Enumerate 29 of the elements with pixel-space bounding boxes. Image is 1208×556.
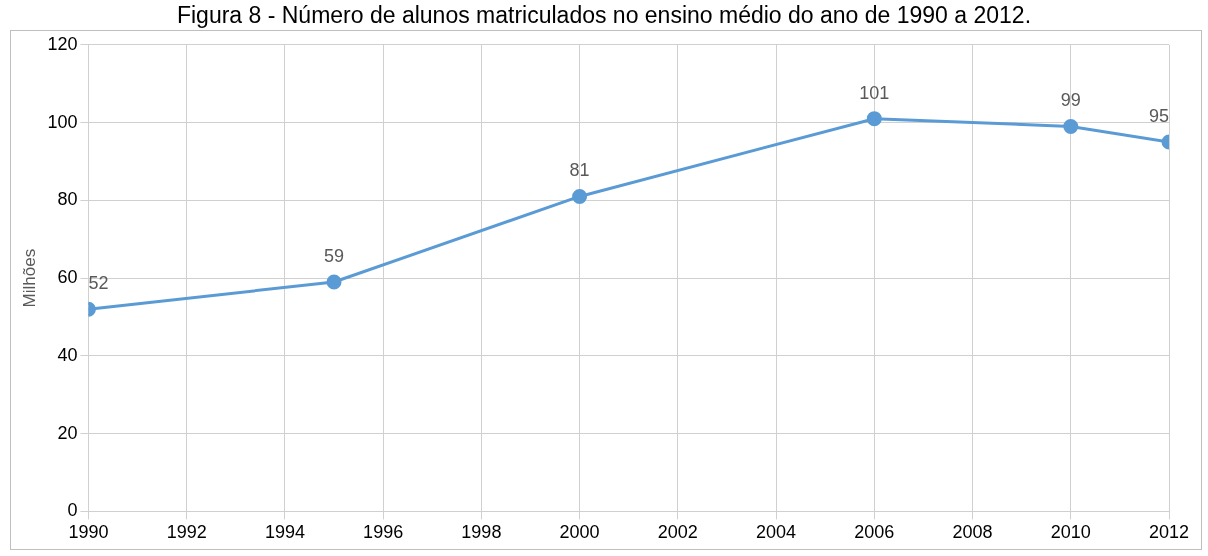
x-tick-label: 2006 [854, 522, 895, 543]
x-tick-label: 2010 [1050, 522, 1091, 543]
data-label: 101 [859, 82, 890, 103]
x-tick-label: 2000 [559, 522, 600, 543]
point [866, 111, 882, 127]
x-tick-label: 2012 [1148, 522, 1190, 543]
x-tick-label: 1998 [461, 522, 502, 543]
y-tick-label: 120 [47, 33, 78, 54]
y-axis-title: Milhões [19, 248, 39, 308]
point [572, 188, 588, 204]
x-tick-label: 2004 [756, 522, 797, 543]
data-label: 99 [1060, 90, 1081, 111]
x-tick-label: 1996 [363, 522, 404, 543]
chart-title: Figura 8 - Número de alunos matriculados no ensino médio do ano de 1990 a 2012. [175, 1, 1033, 30]
x-tick-label: 2008 [952, 522, 993, 543]
y-tick-label: 0 [67, 500, 78, 521]
data-label: 81 [569, 160, 590, 181]
x-tick-label: 1994 [264, 522, 305, 543]
y-tick-label: 60 [57, 267, 78, 288]
y-tick-label: 100 [47, 111, 78, 132]
y-tick-label: 40 [57, 344, 78, 365]
x-tick-label: 1992 [166, 522, 207, 543]
x-tick-label: 1990 [68, 522, 109, 543]
data-label: 59 [324, 245, 345, 266]
y-tick-label: 80 [57, 189, 78, 210]
data-label: 95 [1148, 105, 1169, 126]
data-label: 52 [88, 273, 109, 294]
x-tick-label: 2002 [657, 522, 698, 543]
y-tick-label: 20 [57, 422, 78, 443]
